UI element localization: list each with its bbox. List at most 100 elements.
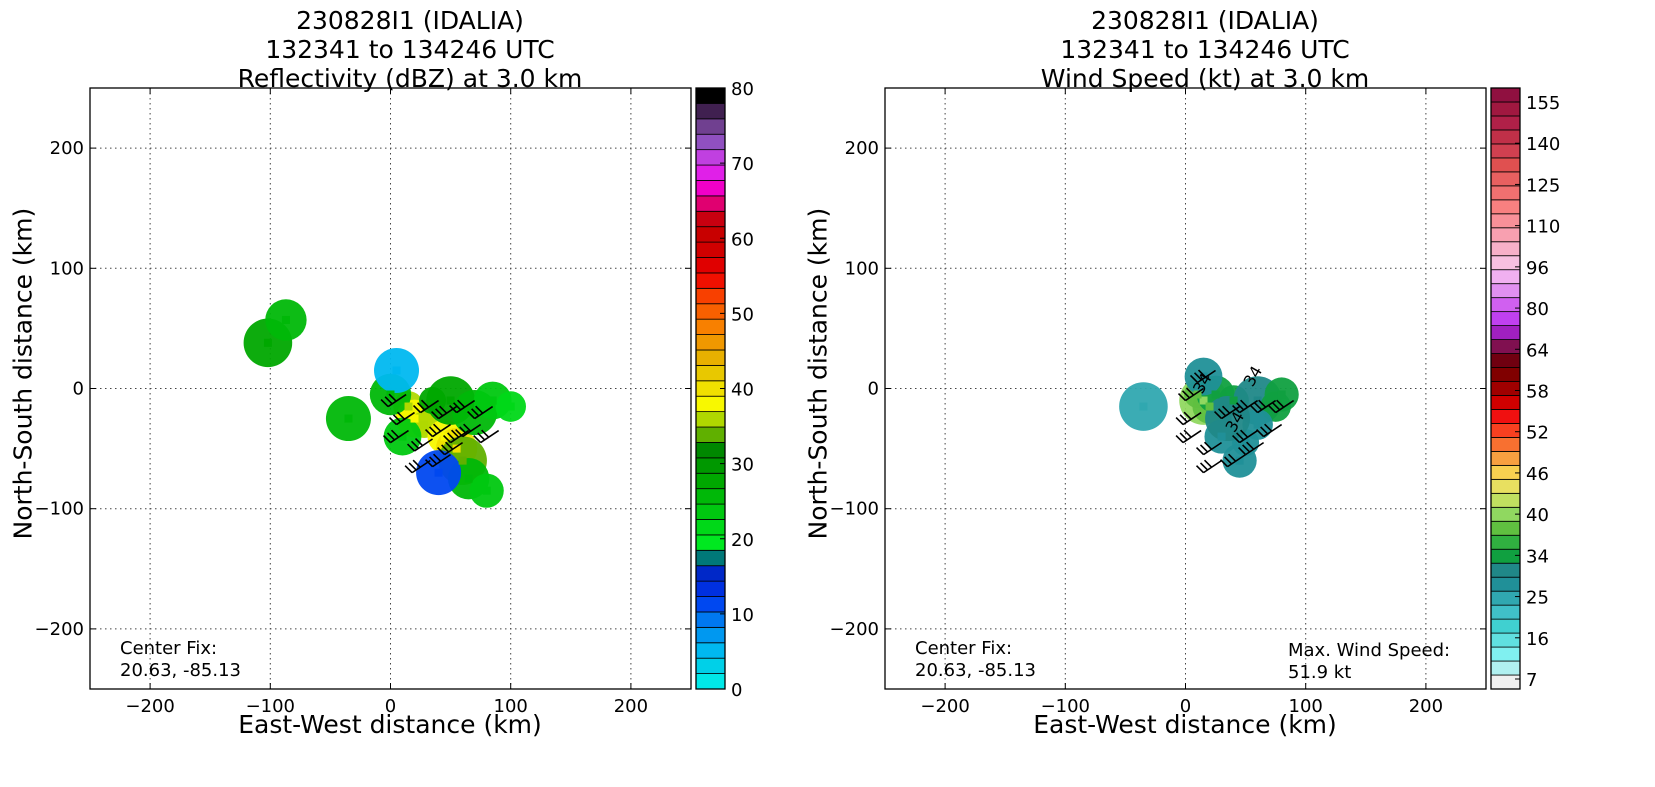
title-line-2: 132341 to 134246 UTC <box>265 35 555 64</box>
colorbar-segment <box>695 580 726 597</box>
barb-staff <box>396 411 415 426</box>
colorbar-segment <box>695 457 726 474</box>
barb-staff <box>432 423 452 438</box>
barb-flag <box>431 410 440 420</box>
data-pixel <box>263 338 272 347</box>
data-pixel <box>470 408 479 417</box>
colorbar-segment <box>695 488 726 505</box>
colorbar-segment <box>695 87 726 104</box>
barb-flag <box>1272 402 1281 411</box>
barb-staff <box>390 429 409 444</box>
contour-label: 34 <box>1189 370 1216 397</box>
data-pixel <box>1211 390 1220 399</box>
barb-flag <box>1236 402 1245 411</box>
barb-flag <box>1177 392 1187 402</box>
wind-barb <box>1195 459 1222 474</box>
barb-flag <box>443 435 452 444</box>
colorbar-tick-label: 80 <box>731 79 754 100</box>
data-cell <box>374 347 420 393</box>
barb-flag <box>416 402 426 411</box>
barb-staff <box>1221 405 1241 420</box>
colorbar-segment <box>695 318 726 335</box>
data-cell <box>452 390 498 436</box>
tick-label-y: −200 <box>35 619 84 640</box>
center-fix-label: Center Fix: <box>120 638 217 659</box>
tick-label-y: −200 <box>830 619 879 640</box>
colorbar-segment <box>1490 464 1521 480</box>
barb-flag <box>382 435 392 444</box>
colorbar-segment <box>695 349 726 366</box>
data-cell <box>243 318 293 368</box>
barb-staff <box>414 438 433 452</box>
colorbar-segment <box>695 180 726 197</box>
tick-label-y: 0 <box>868 379 879 400</box>
barb-flag <box>404 465 413 474</box>
wind-barb <box>1213 405 1241 420</box>
data-cell <box>1233 376 1282 425</box>
axes-frame <box>884 87 1487 690</box>
data-pixel <box>420 420 429 429</box>
colorbar-tick-label: 58 <box>1526 382 1549 403</box>
barb-flag <box>1246 441 1255 450</box>
barb-flag <box>1260 426 1269 435</box>
data-cell <box>1119 382 1168 431</box>
data-cell <box>1205 396 1251 442</box>
data-cell <box>395 399 434 438</box>
wind-barb <box>1177 387 1204 402</box>
data-cell <box>1184 357 1223 396</box>
barb-flag <box>425 429 434 438</box>
wind-barb <box>467 405 494 420</box>
colorbar-segment <box>1490 199 1521 215</box>
barb-flag <box>414 438 424 447</box>
barb-staff <box>1182 429 1202 444</box>
barb-staff <box>1185 387 1204 402</box>
barb-flag <box>433 423 442 432</box>
barb-staff <box>1197 369 1216 384</box>
title-line-3: Wind Speed (kt) at 3.0 km <box>1040 64 1370 93</box>
colorbar-tick-label: 10 <box>731 605 754 626</box>
title-line-2: 132341 to 134246 UTC <box>1060 35 1350 64</box>
barb-flag <box>392 414 402 423</box>
barb-flag <box>388 393 397 402</box>
barb-flag <box>481 429 490 438</box>
data-pixel <box>410 414 419 423</box>
wind-barb <box>425 453 452 468</box>
data-pixel <box>1199 372 1208 381</box>
barb-staff <box>456 399 476 414</box>
wind-barb <box>388 411 415 426</box>
wind-barb <box>1189 369 1216 384</box>
data-cell <box>473 381 512 420</box>
colorbar-segment <box>1490 353 1521 368</box>
colorbar-segment <box>695 534 726 551</box>
barb-flag <box>380 398 389 408</box>
barb-flag <box>1220 459 1229 468</box>
title-line-3: Reflectivity (dBZ) at 3.0 km <box>237 64 583 93</box>
center-fix-value: 20.63, -85.13 <box>915 660 1036 681</box>
colorbar-segment <box>695 257 726 274</box>
ylabel-windspeed: North-South distance (km) <box>803 207 833 540</box>
wind-barb <box>449 399 476 414</box>
colorbar-segment <box>1490 576 1521 592</box>
colorbar-tick-label: 0 <box>731 680 742 701</box>
barb-flag <box>410 440 420 449</box>
colorbar-segment <box>1490 534 1521 550</box>
barb-flag <box>1232 435 1241 444</box>
barb-flag <box>439 405 448 414</box>
wind-barb <box>1238 441 1265 456</box>
colorbar-segment <box>1490 492 1521 508</box>
colorbar-segment <box>1490 409 1521 424</box>
barb-flag <box>1179 432 1188 441</box>
barb-flag <box>1197 369 1207 378</box>
ylabel-reflectivity: North-South distance (km) <box>8 207 38 540</box>
colorbar-segment <box>695 164 726 181</box>
data-cell <box>1222 443 1257 478</box>
data-cell <box>1242 409 1273 440</box>
barb-staff <box>1263 423 1283 438</box>
barb-flag <box>1175 416 1184 426</box>
data-pixel <box>446 396 455 405</box>
contour-label: 34 <box>1222 408 1249 435</box>
barb-flag <box>1199 444 1209 453</box>
barb-staff <box>480 429 500 444</box>
colorbar-0: 0 10 20 30 40 50 60 70 80 <box>695 79 754 701</box>
colorbar-segment <box>1490 297 1521 313</box>
